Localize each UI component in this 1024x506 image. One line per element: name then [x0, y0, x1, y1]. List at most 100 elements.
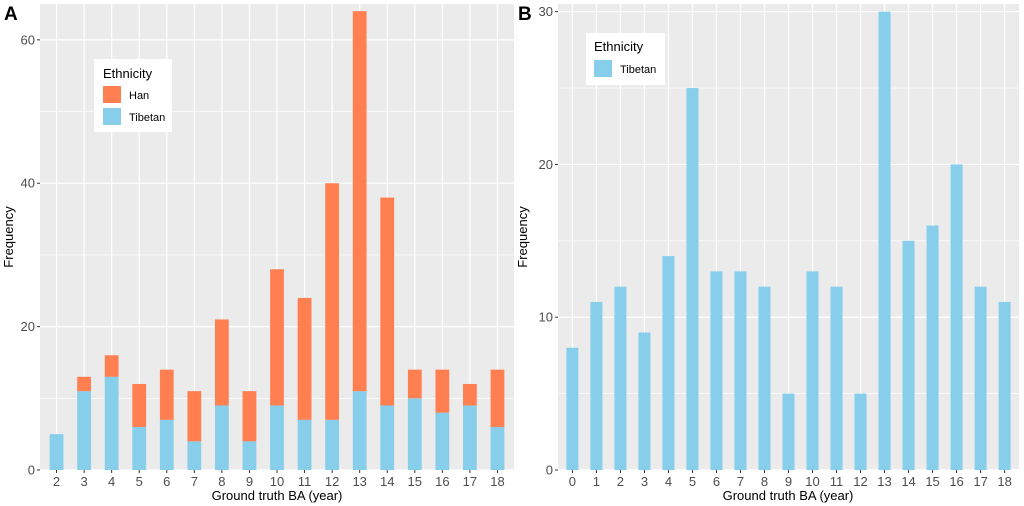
panel-a-x-tick-label: 10: [270, 474, 284, 489]
panel-b-bar-tibetan-11: [830, 286, 843, 470]
panel-a-bar-han-13: [352, 11, 367, 392]
panel-a-letter: A: [4, 4, 18, 25]
panel-b-x-tick-label: 12: [853, 474, 867, 489]
panel-a-bar-han-12: [325, 183, 340, 420]
panel-a-bar-han-10: [270, 269, 284, 406]
panel-a-bar-tibetan-8: [214, 405, 229, 470]
panel-a-bar-tibetan-2: [49, 434, 64, 470]
panel-b-y-tick-label: 20: [539, 157, 553, 172]
panel-b-y-ticks: 0 10 20 30: [539, 4, 558, 478]
panel-b-bar-tibetan-6: [710, 271, 723, 470]
panel-a-bar-tibetan-11: [297, 419, 312, 470]
panel-b-bar-tibetan-17: [974, 286, 987, 470]
panel-b-bar-tibetan-15: [926, 225, 939, 470]
panel-b-x-tick-label: 6: [713, 474, 720, 489]
panel-b-bars: [566, 11, 1011, 471]
panel-a-x-tick-label: 4: [108, 474, 115, 489]
panel-b-bar-tibetan-13: [878, 11, 891, 471]
panel-a-x-tick-label: 13: [352, 474, 366, 489]
panel-b-x-tick-label: 2: [617, 474, 624, 489]
panel-a-bar-tibetan-4: [104, 376, 119, 470]
panel-a-bar-han-16: [435, 369, 450, 413]
panel-a-bar-tibetan-7: [187, 441, 202, 470]
panel-b-y-tick-label: 0: [546, 463, 553, 478]
panel-b-bar-tibetan-18: [998, 301, 1011, 470]
panel-a-x-tick-label: 17: [463, 474, 477, 489]
panel-a-y-tick-label: 60: [21, 32, 35, 47]
panel-a-bar-han-4: [104, 355, 119, 377]
panel-a-legend: Ethnicity Han Tibetan: [94, 59, 172, 132]
panel-b-bar-tibetan-9: [782, 393, 795, 470]
panel-a-x-tick-label: 8: [218, 474, 225, 489]
panel-a-bar-han-11: [297, 297, 312, 420]
panel-a-bar-tibetan-18: [490, 426, 505, 470]
panel-a-x-tick-label: 18: [490, 474, 504, 489]
panel-b-x-tick-label: 17: [973, 474, 987, 489]
panel-b-bar-tibetan-5: [686, 88, 699, 471]
panel-a-x-tick-label: 6: [163, 474, 170, 489]
panel-b-legend-title: Ethnicity: [594, 39, 644, 54]
panel-b-bar-tibetan-14: [902, 240, 915, 470]
panel-a-y-axis-title: Frequency: [1, 206, 16, 268]
panel-b-letter: B: [518, 4, 532, 25]
panel-b-x-tick-label: 18: [997, 474, 1011, 489]
panel-a-bar-han-17: [463, 383, 477, 406]
panel-a-bar-han-18: [490, 369, 505, 427]
panel-b-x-tick-label: 11: [830, 474, 844, 489]
panel-a-x-tick-label: 7: [191, 474, 198, 489]
panel-b-x-tick-label: 10: [805, 474, 819, 489]
panel-a-bar-tibetan-13: [352, 391, 367, 470]
panel-b-x-axis-title: Ground truth BA (year): [723, 488, 854, 503]
panel-b-legend: Ethnicity Tibetan: [586, 33, 665, 85]
panel-b-bar-tibetan-2: [614, 286, 627, 470]
panel-a-x-tick-label: 3: [80, 474, 87, 489]
panel-a-bar-tibetan-9: [242, 441, 257, 470]
panel-a-bar-han-15: [407, 369, 422, 399]
panel-a-x-tick-label: 14: [380, 474, 394, 489]
panel-a-bars: [49, 11, 505, 470]
panel-a-bar-han-3: [77, 376, 91, 392]
panel-a: A 0 20 40 60 2 3 4 5 6 7 8 9 10 11 12 13 14 15 16 17 18 Gro…: [1, 4, 514, 503]
panel-b-bar-tibetan-8: [758, 286, 771, 470]
panel-b-x-tick-label: 15: [925, 474, 939, 489]
panel-a-x-tick-label: 2: [53, 474, 60, 489]
panel-a-bar-tibetan-6: [159, 419, 174, 470]
panel-a-legend-label-han: Han: [129, 90, 149, 102]
panel-a-bar-tibetan-15: [407, 398, 422, 470]
panel-b-bar-tibetan-1: [590, 301, 603, 470]
panel-a-bar-tibetan-12: [325, 419, 340, 470]
panel-a-y-tick-label: 0: [28, 463, 35, 478]
panel-a-y-tick-label: 40: [21, 176, 35, 191]
panel-b-bar-tibetan-7: [734, 271, 747, 470]
panel-a-x-tick-label: 5: [136, 474, 143, 489]
panel-b-bar-tibetan-12: [854, 393, 867, 470]
panel-b-x-tick-label: 1: [593, 474, 600, 489]
panel-b-x-tick-label: 4: [665, 474, 672, 489]
panel-a-bar-han-8: [214, 319, 229, 406]
panel-b-x-tick-label: 9: [785, 474, 792, 489]
panel-b-bar-tibetan-0: [566, 347, 579, 470]
panel-b-bar-tibetan-3: [638, 332, 651, 470]
panel-a-bar-tibetan-5: [132, 426, 147, 470]
panel-a-bar-han-5: [132, 383, 147, 427]
panel-b-x-ticks: 0 1 2 3 4 5 6 7 8 9 10 11 12 13 14 15 16 17 18: [569, 470, 1012, 489]
panel-a-x-tick-label: 9: [246, 474, 253, 489]
panel-a-legend-swatch-tibetan: [103, 108, 121, 125]
panel-a-bar-tibetan-16: [435, 412, 450, 470]
panel-a-bar-tibetan-3: [77, 391, 91, 470]
panel-a-y-tick-label: 20: [21, 319, 35, 334]
panel-a-bar-han-7: [187, 391, 202, 442]
panel-b-x-tick-label: 13: [877, 474, 891, 489]
panel-b-legend-label-tibetan: Tibetan: [620, 64, 656, 76]
panel-b-x-tick-label: 16: [949, 474, 963, 489]
panel-a-y-ticks: 0 20 40 60: [21, 32, 40, 478]
panel-a-bar-han-6: [159, 369, 174, 420]
panel-a-x-tick-label: 11: [298, 474, 312, 489]
panel-b-x-tick-label: 8: [761, 474, 768, 489]
panel-a-legend-title: Ethnicity: [103, 66, 153, 81]
panel-b-x-tick-label: 7: [737, 474, 744, 489]
panel-a-bar-han-14: [380, 197, 395, 406]
panel-b-legend-swatch-tibetan: [594, 60, 612, 77]
